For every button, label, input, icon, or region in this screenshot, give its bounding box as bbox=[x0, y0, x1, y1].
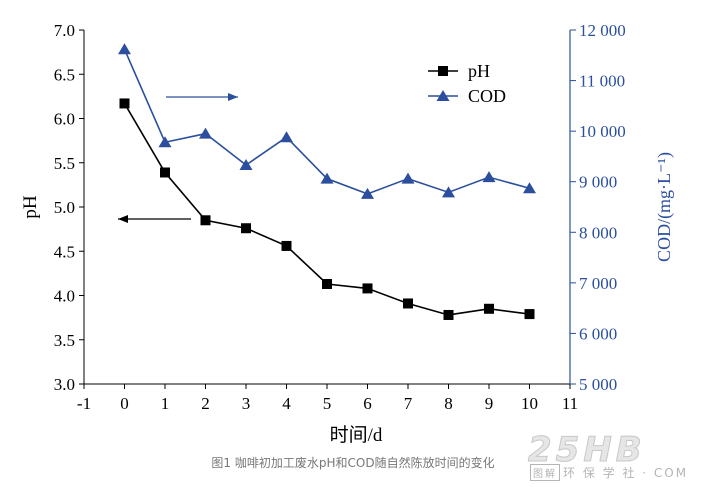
x-tick-label: 6 bbox=[363, 394, 372, 413]
arrow-to-ph-axis-head bbox=[118, 215, 128, 223]
ph-point bbox=[484, 303, 494, 314]
x-tick-label: 4 bbox=[282, 394, 291, 413]
x-tick-label: 3 bbox=[242, 394, 251, 413]
watermark-logo: 25HB 图解环 保 学 社 · COM bbox=[528, 430, 704, 486]
cod-point bbox=[361, 187, 374, 199]
cod-point bbox=[401, 172, 415, 184]
x-tick-label: 9 bbox=[485, 394, 494, 413]
right-y-tick-label: 12 000 bbox=[579, 21, 626, 40]
cod-point bbox=[280, 131, 293, 143]
legend-cod-label: COD bbox=[468, 86, 506, 106]
right-y-tick-label: 9 000 bbox=[579, 173, 617, 192]
right-y-axis-title: COD/(mg·L⁻¹) bbox=[654, 152, 675, 262]
watermark-main: 25HB bbox=[528, 430, 646, 471]
ph-point bbox=[524, 309, 535, 320]
cod-point bbox=[523, 182, 536, 194]
figure-caption: 图1 咖啡初加工废水pH和COD随自然陈放时间的变化 bbox=[211, 456, 495, 470]
x-tick-label: 5 bbox=[323, 394, 332, 413]
right-y-tick-label: 7 000 bbox=[579, 274, 617, 293]
cod-point bbox=[199, 127, 212, 139]
left-y-tick-label: 6.5 bbox=[54, 65, 75, 84]
legend: pH COD bbox=[428, 61, 506, 106]
x-tick-label: 8 bbox=[444, 394, 453, 413]
legend-ph-marker bbox=[438, 66, 448, 76]
cod-point bbox=[118, 43, 131, 55]
arrow-to-cod-axis bbox=[166, 93, 238, 101]
x-tick-label: 1 bbox=[161, 394, 170, 413]
ph-point bbox=[443, 309, 454, 320]
x-tick-label: 10 bbox=[521, 394, 538, 413]
x-tick-label: -1 bbox=[77, 394, 91, 413]
cod-point bbox=[320, 172, 334, 184]
plot-marks bbox=[118, 43, 536, 320]
watermark-badge: 图解 bbox=[530, 464, 560, 481]
right-y-tick-label: 10 000 bbox=[579, 122, 626, 141]
x-tick-label: 7 bbox=[404, 394, 413, 413]
ph-point bbox=[200, 215, 211, 226]
ph-point bbox=[281, 240, 292, 251]
ph-point bbox=[160, 167, 170, 178]
arrow-to-cod-axis-head bbox=[228, 93, 238, 101]
left-y-tick-label: 5.0 bbox=[54, 198, 75, 217]
x-tick-label: 11 bbox=[562, 394, 578, 413]
ph-point bbox=[362, 283, 373, 294]
left-y-tick-label: 3.5 bbox=[54, 331, 75, 350]
left-y-axis-title: pH bbox=[20, 195, 41, 219]
left-y-tick-label: 7.0 bbox=[54, 21, 75, 40]
ph-point bbox=[241, 223, 251, 234]
right-y-tick-label: 5 000 bbox=[579, 375, 617, 394]
left-y-tick-label: 4.5 bbox=[54, 242, 75, 261]
x-tick-label: 2 bbox=[201, 394, 210, 413]
watermark-sub-text: 环 保 学 社 · COM bbox=[563, 466, 689, 480]
ph-point bbox=[119, 98, 130, 109]
cod-point bbox=[158, 136, 172, 148]
left-y-tick-label: 4.0 bbox=[54, 287, 75, 306]
left-y-tick-label: 3.0 bbox=[54, 375, 75, 394]
legend-ph-label: pH bbox=[468, 61, 490, 81]
left-y-tick-label: 5.5 bbox=[54, 154, 75, 173]
legend-cod-marker bbox=[436, 90, 450, 101]
axes: -1 0 1 2 3 4 5 6 7 8 9 10 11 3.0 3.5 4.0 4.5 5.0 5.5 6.0 6.5… bbox=[20, 21, 675, 446]
x-axis-title: 时间/d bbox=[330, 424, 383, 446]
right-y-tick-label: 8 000 bbox=[579, 223, 617, 242]
watermark-sub: 图解环 保 学 社 · COM bbox=[530, 464, 688, 481]
right-y-tick-label: 6 000 bbox=[579, 324, 617, 343]
arrow-to-ph-axis bbox=[118, 215, 191, 223]
cod-point bbox=[482, 171, 496, 183]
x-tick-label: 0 bbox=[120, 394, 129, 413]
cod-point bbox=[442, 186, 455, 198]
right-y-tick-label: 11 000 bbox=[579, 72, 625, 91]
ph-point bbox=[322, 278, 332, 289]
left-y-tick-label: 6.0 bbox=[54, 110, 75, 129]
ph-point bbox=[403, 298, 413, 309]
cod-point bbox=[239, 159, 253, 171]
